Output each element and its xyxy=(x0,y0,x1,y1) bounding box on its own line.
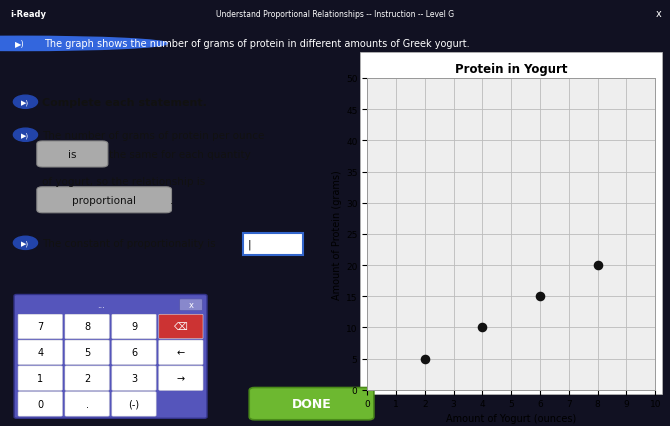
Text: Complete each statement.: Complete each statement. xyxy=(42,98,207,107)
Text: ⌫: ⌫ xyxy=(174,322,188,332)
Text: x: x xyxy=(656,9,662,19)
FancyBboxPatch shape xyxy=(249,388,374,420)
Text: x: x xyxy=(188,300,194,310)
Text: ▶): ▶) xyxy=(21,240,29,247)
FancyBboxPatch shape xyxy=(159,314,203,339)
Text: DONE: DONE xyxy=(291,397,332,410)
Text: .: . xyxy=(86,399,88,409)
Text: The number of grams of protein per ounce: The number of grams of protein per ounce xyxy=(42,130,265,141)
Text: The graph shows the number of grams of protein in different amounts of Greek yog: The graph shows the number of grams of p… xyxy=(44,39,469,49)
FancyBboxPatch shape xyxy=(243,233,303,256)
FancyBboxPatch shape xyxy=(65,392,109,416)
Text: 7: 7 xyxy=(37,322,44,332)
FancyBboxPatch shape xyxy=(159,340,203,365)
Text: .: . xyxy=(305,238,308,248)
Point xyxy=(535,293,545,300)
FancyBboxPatch shape xyxy=(180,299,202,311)
FancyBboxPatch shape xyxy=(112,314,156,339)
Text: ▶): ▶) xyxy=(21,132,29,139)
Point xyxy=(592,262,603,269)
Text: the same for each quantity: the same for each quantity xyxy=(109,150,251,160)
FancyBboxPatch shape xyxy=(18,392,62,416)
Text: i-Ready: i-Ready xyxy=(11,9,47,19)
Text: 5: 5 xyxy=(84,348,90,357)
FancyBboxPatch shape xyxy=(18,366,62,390)
Text: 3: 3 xyxy=(131,373,137,383)
Text: |: | xyxy=(247,239,251,250)
FancyBboxPatch shape xyxy=(65,366,109,390)
Text: ▶): ▶) xyxy=(15,40,25,49)
FancyBboxPatch shape xyxy=(159,366,203,390)
FancyBboxPatch shape xyxy=(14,295,207,418)
Circle shape xyxy=(13,129,38,142)
FancyBboxPatch shape xyxy=(65,340,109,365)
Text: (-): (-) xyxy=(129,399,139,409)
Text: 8: 8 xyxy=(84,322,90,332)
FancyBboxPatch shape xyxy=(112,366,156,390)
FancyBboxPatch shape xyxy=(37,141,108,167)
Text: The constant of proportionality is: The constant of proportionality is xyxy=(42,238,216,248)
Circle shape xyxy=(13,96,38,109)
Circle shape xyxy=(0,37,168,52)
Y-axis label: Amount of Protein (grams): Amount of Protein (grams) xyxy=(332,170,342,299)
Text: ←: ← xyxy=(177,348,185,357)
Point xyxy=(477,324,488,331)
X-axis label: Amount of Yogurt (ounces): Amount of Yogurt (ounces) xyxy=(446,413,576,423)
FancyBboxPatch shape xyxy=(65,314,109,339)
Text: of yogurt, so the relationship is: of yogurt, so the relationship is xyxy=(42,177,206,187)
Text: ▶): ▶) xyxy=(21,99,29,106)
Text: ...: ... xyxy=(97,300,105,309)
FancyBboxPatch shape xyxy=(18,340,62,365)
Text: Understand Proportional Relationships -- Instruction -- Level G: Understand Proportional Relationships --… xyxy=(216,9,454,19)
FancyBboxPatch shape xyxy=(18,314,62,339)
Circle shape xyxy=(13,237,38,250)
Text: is: is xyxy=(68,150,76,160)
Text: 0: 0 xyxy=(37,399,44,409)
Text: 4: 4 xyxy=(37,348,44,357)
Title: Protein in Yogurt: Protein in Yogurt xyxy=(455,63,567,76)
FancyBboxPatch shape xyxy=(37,187,172,213)
Text: →: → xyxy=(177,373,185,383)
FancyBboxPatch shape xyxy=(112,392,156,416)
Text: 2: 2 xyxy=(84,373,90,383)
Text: 1: 1 xyxy=(37,373,44,383)
Text: .: . xyxy=(170,196,173,205)
Text: proportional: proportional xyxy=(72,196,136,205)
Text: 9: 9 xyxy=(131,322,137,332)
FancyBboxPatch shape xyxy=(112,340,156,365)
Point xyxy=(419,355,430,362)
Text: 6: 6 xyxy=(131,348,137,357)
